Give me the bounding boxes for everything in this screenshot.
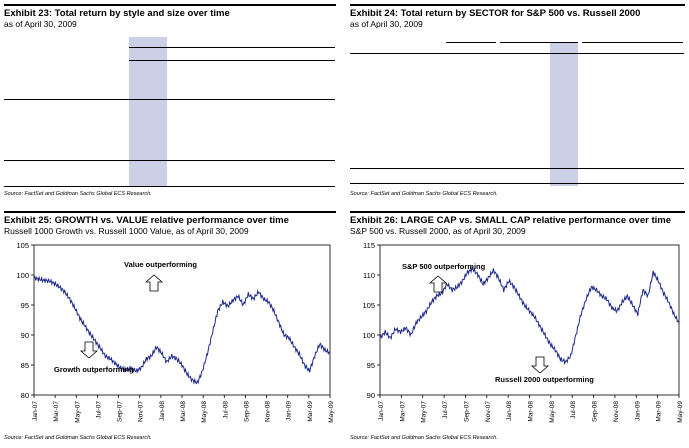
x-tick-label: May-07 (74, 401, 81, 423)
exhibit-23-panel: Exhibit 23: Total return by style and si… (4, 4, 336, 220)
y-tick-label: 100 (362, 331, 375, 340)
x-tick-label: May-07 (421, 401, 428, 423)
exhibit-23-rule (4, 4, 336, 6)
x-tick-label: Nov-07 (138, 401, 145, 422)
y-tick-label: 80 (21, 391, 29, 400)
exhibit-26-subtitle: S&P 500 vs. Russell 2000, as of April 30… (350, 226, 526, 236)
annotation-value-outperforming: Value outperforming (124, 260, 197, 269)
exhibit-23-title: Exhibit 23: Total return by style and si… (4, 8, 230, 19)
annotation-sp500-outperforming: S&P 500 outperforming (402, 262, 486, 271)
down-arrow-icon (530, 356, 550, 374)
x-tick-label: Mar-08 (528, 401, 535, 422)
exhibit-23-source: Source: FactSet and Goldman Sachs Global… (4, 191, 152, 197)
y-tick-label: 110 (363, 271, 375, 280)
exhibit-25-panel: Exhibit 25: GROWTH vs. VALUE relative pe… (4, 211, 336, 447)
exhibit-26-rule (350, 211, 685, 213)
group-rule (582, 42, 683, 43)
x-tick-label: Nov-08 (613, 401, 620, 422)
annotation-growth-outperforming: Growth outperforming (54, 365, 134, 374)
x-tick-label: Nov-07 (485, 401, 492, 422)
x-tick-label: May-08 (549, 401, 556, 423)
column-rule (350, 53, 684, 54)
y-tick-label: 105 (16, 241, 29, 250)
header-rule (129, 47, 335, 48)
x-tick-label: Mar-09 (656, 401, 663, 422)
y-tick-label: 90 (367, 391, 375, 400)
y-tick-label: 95 (367, 361, 375, 370)
x-tick-label: May-09 (328, 401, 335, 423)
group-rule (500, 42, 578, 43)
x-tick-label: Mar-08 (180, 401, 187, 422)
x-tick-label: Sep-07 (463, 401, 470, 422)
exhibit-24-panel: Exhibit 24: Total return by SECTOR for S… (350, 4, 685, 220)
x-tick-label: Jan-08 (159, 401, 166, 421)
exhibit-24-subtitle: as of April 30, 2009 (350, 19, 423, 29)
exhibit-25-source: Source: FactSet and Goldman Sachs Global… (4, 435, 152, 441)
annotation-russell2000-outperforming: Russell 2000 outperforming (495, 375, 594, 384)
exhibit-25-rule (4, 211, 336, 213)
up-arrow-icon (144, 274, 164, 292)
exhibit-26-panel: Exhibit 26: LARGE CAP vs. SMALL CAP rela… (350, 211, 685, 447)
exhibit-25-title: Exhibit 25: GROWTH vs. VALUE relative pe… (4, 215, 289, 226)
summary-rule (4, 160, 335, 161)
x-tick-label: Nov-08 (265, 401, 272, 422)
down-arrow-icon (79, 341, 99, 359)
exhibit-23-subtitle: as of April 30, 2009 (4, 19, 77, 29)
exhibit-25-subtitle: Russell 1000 Growth vs. Russell 1000 Val… (4, 226, 249, 236)
x-tick-label: Jan-09 (286, 401, 293, 421)
x-tick-label: Sep-08 (592, 401, 599, 422)
exhibit-26-source: Source: FactSet and Goldman Sachs Global… (350, 435, 498, 441)
y-tick-label: 85 (21, 361, 29, 370)
x-tick-label: Jan-07 (378, 401, 385, 421)
exhibit-25-chart: 80 85 90 95 100 105 Jan-07 Mar-07 May-07 Jul-07 Se… (16, 241, 335, 423)
total-rule-bottom (350, 183, 684, 184)
y-tick-label: 115 (363, 241, 375, 250)
x-tick-label: May-08 (201, 401, 208, 423)
exhibit-24-source: Source: FactSet and Goldman Sachs Global… (350, 191, 498, 197)
x-tick-label: Jul-07 (95, 401, 102, 419)
x-tick-label: Mar-07 (53, 401, 60, 422)
exhibit-26-title: Exhibit 26: LARGE CAP vs. SMALL CAP rela… (350, 215, 671, 226)
highlight-1week-column (129, 37, 167, 187)
x-tick-label: Mar-09 (307, 401, 314, 422)
exhibit-26-chart: 90 95 100 105 110 115 Jan-07 Mar-07 May-07 Jul-07… (362, 241, 684, 423)
x-tick-label: Jul-08 (570, 401, 577, 419)
bottom-rule (4, 186, 335, 187)
up-arrow-icon (428, 275, 448, 293)
y-tick-label: 105 (362, 301, 375, 310)
highlight-1week-delta (550, 43, 578, 186)
exhibit-24-table (350, 4, 685, 220)
y-tick-label: 95 (21, 301, 29, 310)
x-tick-label: Jul-07 (442, 401, 449, 419)
x-tick-label: Jan-07 (32, 401, 39, 421)
group-rule (446, 42, 496, 43)
exhibit-24-title: Exhibit 24: Total return by SECTOR for S… (350, 8, 641, 19)
series-line (379, 266, 680, 366)
exhibit-23-table (4, 4, 336, 220)
x-tick-label: Sep-08 (243, 401, 250, 422)
y-tick-label: 100 (16, 271, 29, 280)
series-line (33, 275, 331, 385)
x-tick-label: May-09 (677, 401, 684, 423)
x-tick-label: Jul-08 (222, 401, 229, 419)
x-tick-label: Sep-07 (117, 401, 124, 422)
y-tick-label: 90 (21, 331, 29, 340)
total-rule-top (350, 168, 684, 169)
summary-rule (4, 99, 335, 100)
exhibit-24-rule (350, 4, 685, 6)
x-tick-label: Jan-08 (506, 401, 513, 421)
x-tick-label: Jan-09 (634, 401, 641, 421)
column-rule (129, 60, 335, 61)
x-tick-label: Mar-07 (399, 401, 406, 422)
